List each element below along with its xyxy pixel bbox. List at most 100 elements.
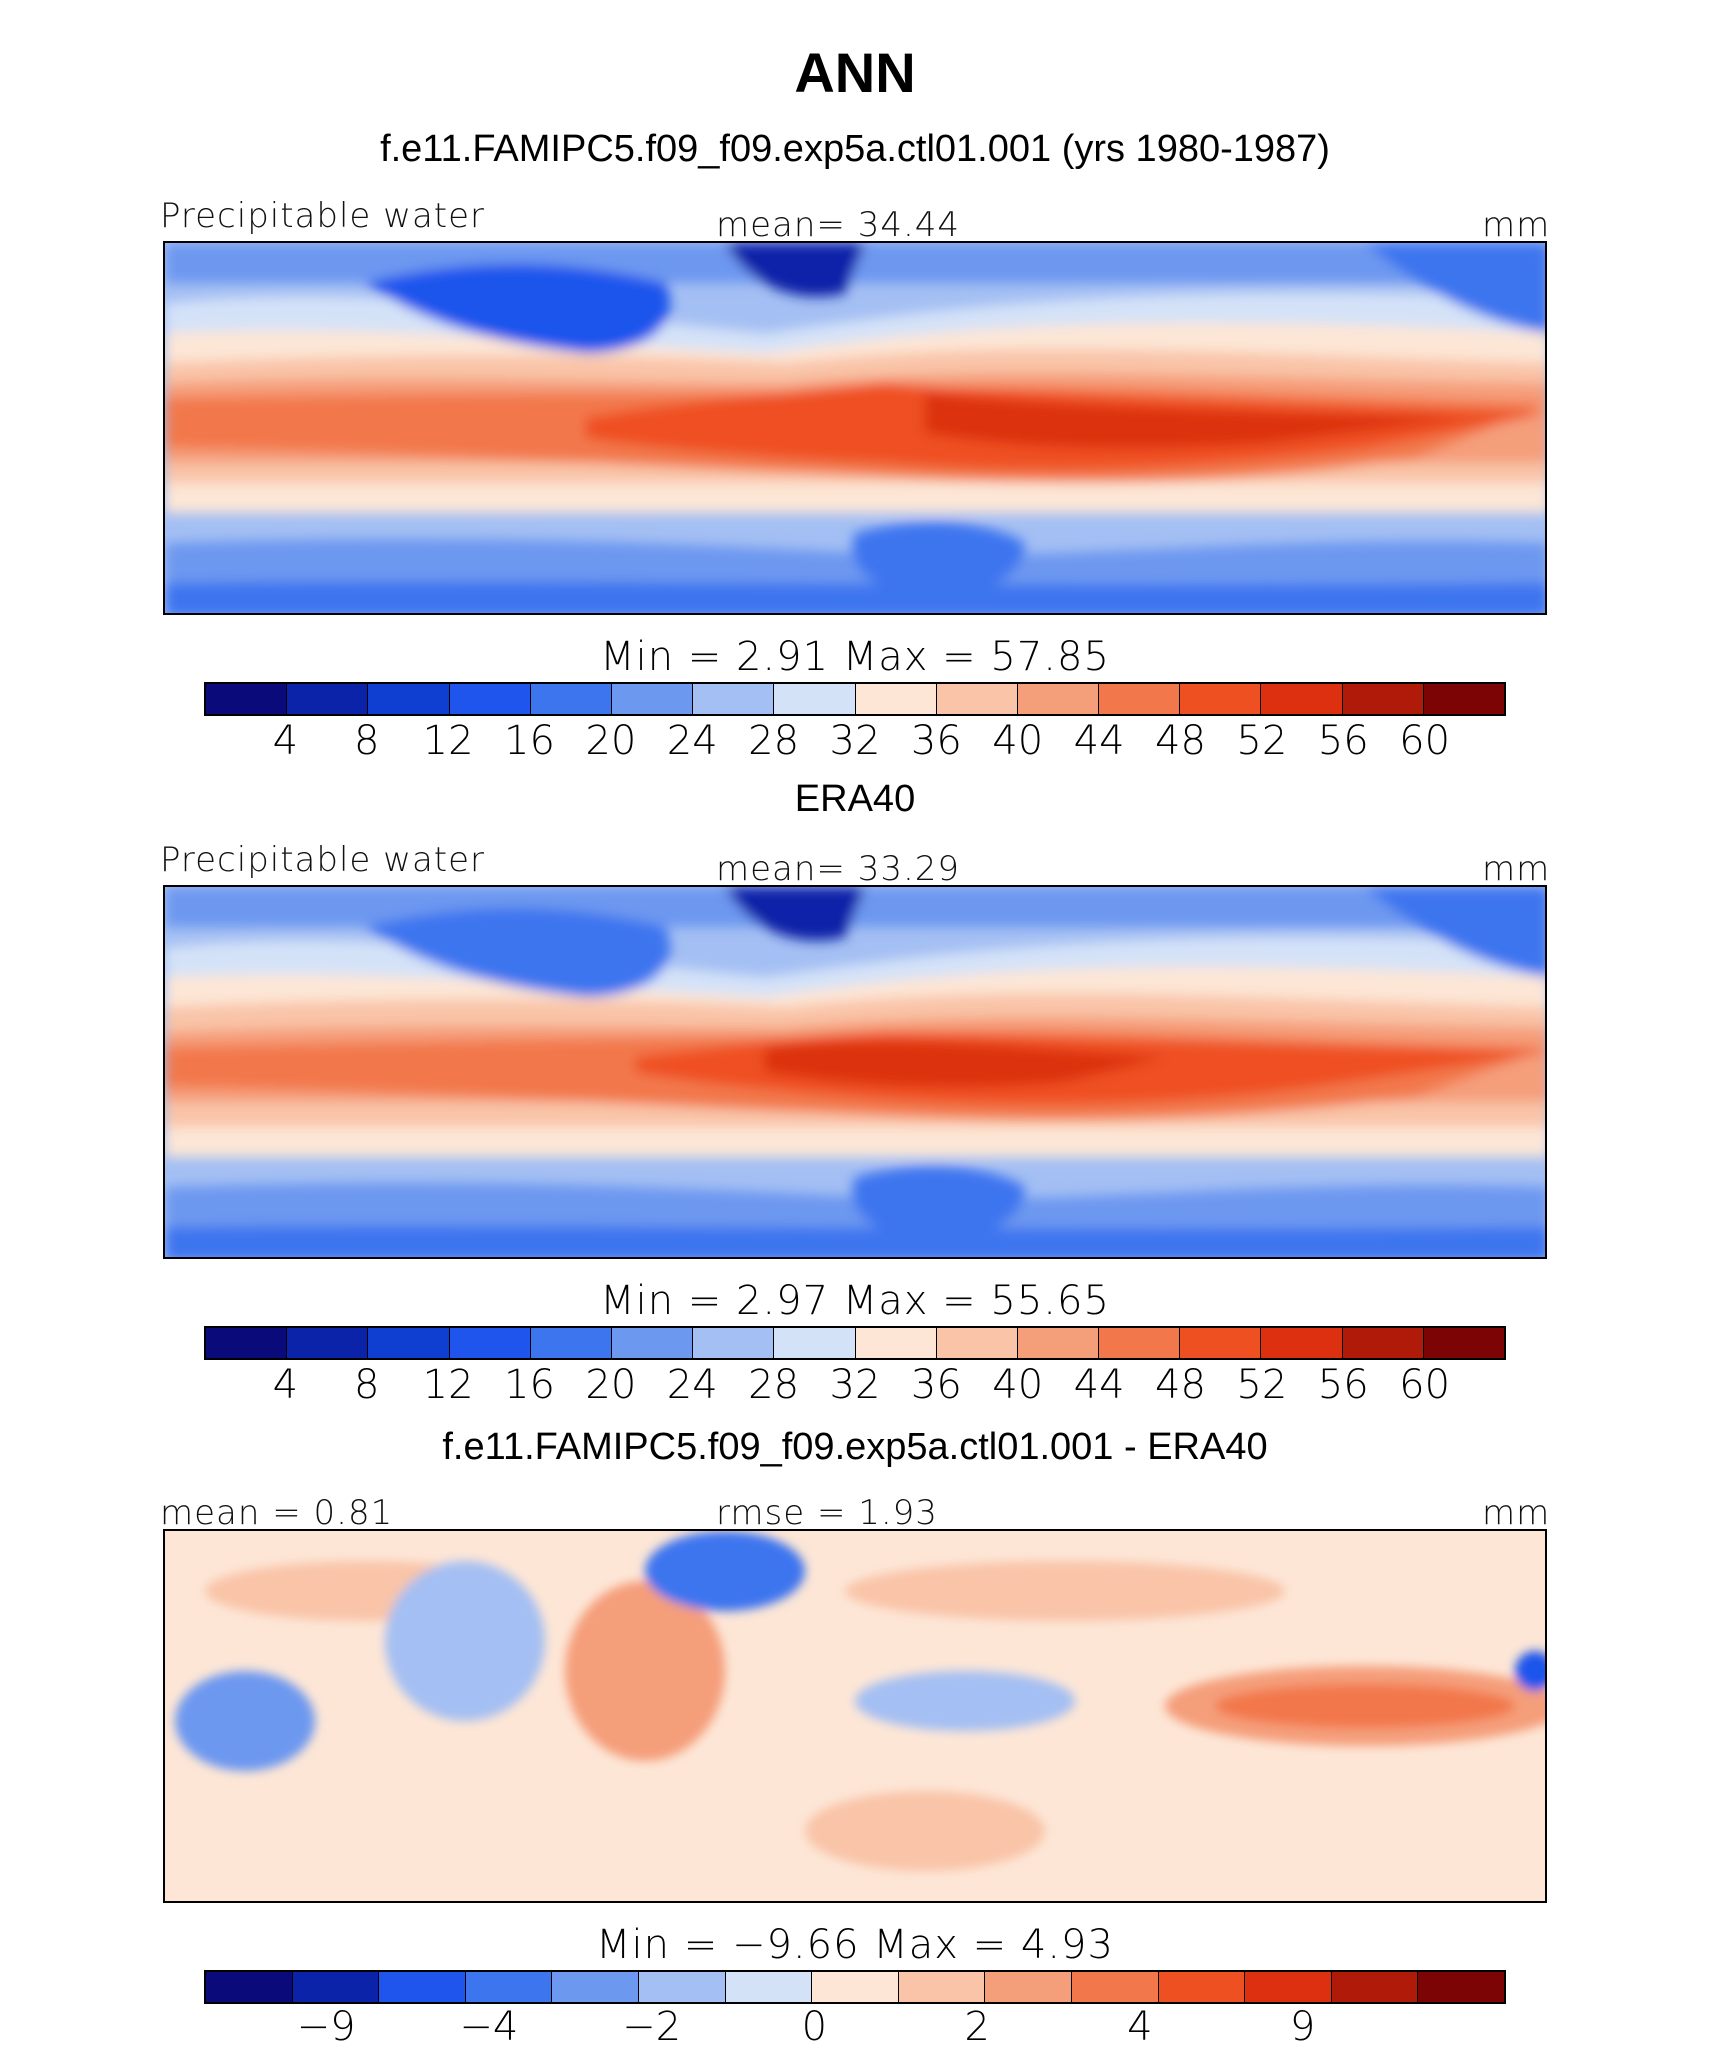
panel-2-title: ERA40: [794, 778, 916, 820]
panel-1-colorbar: [204, 682, 1506, 716]
colorbar-swatch: [1423, 684, 1504, 714]
colorbar-swatch: [206, 1972, 293, 2002]
colorbar-tick-label: 48: [1155, 1362, 1206, 1408]
colorbar-swatch: [611, 684, 694, 714]
colorbar-swatch: [774, 684, 856, 714]
panel-2-colorbar-ticks: 4 8 12 16 20 24 28 32 36 40 44 48 52 56 60: [204, 1362, 1506, 1408]
colorbar-tick-label: 2: [964, 2004, 990, 2050]
colorbar-swatch: [552, 1972, 639, 2002]
colorbar-tick-label: 40: [992, 718, 1044, 764]
colorbar-swatch: [1180, 684, 1262, 714]
colorbar-tick-label: 9: [1289, 2004, 1316, 2050]
colorbar-tick-label: 36: [910, 1362, 962, 1408]
panel-2-units-label: mm: [1482, 849, 1551, 889]
colorbar-swatch: [1017, 684, 1100, 714]
colorbar-swatch: [1261, 1328, 1343, 1358]
colorbar-tick-label: 60: [1399, 718, 1451, 764]
panel-3-rmse-label: rmse = 1.93: [716, 1493, 938, 1533]
colorbar-tick-label: 20: [585, 1362, 637, 1408]
colorbar-tick-label: 4: [1127, 2004, 1153, 2050]
colorbar-tick-label: 20: [585, 718, 637, 764]
colorbar-swatch: [985, 1972, 1072, 2002]
colorbar-swatch: [1158, 1972, 1246, 2002]
colorbar-tick-label: 36: [910, 718, 962, 764]
colorbar-tick-label: 52: [1236, 718, 1288, 764]
panel-2-map: [163, 885, 1547, 1259]
colorbar-tick-label: −2: [622, 2004, 682, 2050]
colorbar-swatch: [206, 1328, 288, 1358]
colorbar-swatch: [1180, 1328, 1262, 1358]
colorbar-tick-label: 4: [272, 718, 299, 764]
colorbar-swatch: [936, 684, 1018, 714]
colorbar-swatch: [1331, 1972, 1419, 2002]
panel-3-mean-label: mean = 0.81: [160, 1493, 394, 1533]
panel-1-units-label: mm: [1482, 205, 1551, 245]
colorbar-swatch: [1342, 684, 1424, 714]
colorbar-swatch: [206, 684, 288, 714]
colorbar-swatch: [465, 1972, 553, 2002]
colorbar-swatch: [1423, 1328, 1504, 1358]
panel-3-colorbar: [204, 1970, 1506, 2004]
colorbar-swatch: [693, 1328, 775, 1358]
colorbar-tick-label: 56: [1317, 1362, 1369, 1408]
colorbar-tick-label: 8: [354, 718, 380, 764]
colorbar-tick-label: 12: [422, 718, 474, 764]
panel-2-colorbar: [204, 1326, 1506, 1360]
colorbar-swatch: [936, 1328, 1018, 1358]
colorbar-swatch: [287, 684, 369, 714]
colorbar-tick-label: 52: [1236, 1362, 1288, 1408]
colorbar-swatch: [530, 684, 612, 714]
panel-1-mean-label: mean= 34.44: [716, 205, 961, 245]
panel-3-units-label: mm: [1482, 1493, 1551, 1533]
colorbar-tick-label: 32: [829, 1362, 881, 1408]
colorbar-tick-label: 24: [666, 718, 718, 764]
colorbar-tick-label: 28: [748, 718, 800, 764]
colorbar-tick-label: 44: [1073, 1362, 1125, 1408]
colorbar-swatch: [638, 1972, 726, 2002]
colorbar-swatch: [287, 1328, 369, 1358]
colorbar-swatch: [855, 1328, 937, 1358]
panel-2-min-max: Min = 2.97 Max = 55.65: [600, 1278, 1110, 1324]
colorbar-swatch: [1017, 1328, 1100, 1358]
colorbar-tick-label: 56: [1317, 718, 1369, 764]
colorbar-tick-label: 4: [272, 1362, 299, 1408]
colorbar-tick-label: 44: [1073, 718, 1125, 764]
colorbar-tick-label: −4: [459, 2004, 519, 2050]
colorbar-swatch: [1342, 1328, 1424, 1358]
colorbar-tick-label: 8: [354, 1362, 380, 1408]
panel-2-mean-label: mean= 33.29: [716, 849, 961, 889]
colorbar-swatch: [530, 1328, 612, 1358]
colorbar-tick-label: 32: [829, 718, 881, 764]
panel-1-variable-label: Precipitable water: [160, 196, 486, 236]
colorbar-swatch: [1071, 1972, 1159, 2002]
page-title: ANN: [794, 41, 916, 104]
colorbar-swatch: [898, 1972, 986, 2002]
panel-2-variable-label: Precipitable water: [160, 840, 486, 880]
colorbar-swatch: [611, 1328, 694, 1358]
panel-3-title: f.e11.FAMIPC5.f09_f09.exp5a.ctl01.001 - …: [442, 1426, 1268, 1468]
colorbar-swatch: [1245, 1972, 1332, 2002]
colorbar-swatch: [1099, 684, 1181, 714]
colorbar-swatch: [379, 1972, 466, 2002]
colorbar-swatch: [812, 1972, 899, 2002]
panel-3-map: [163, 1529, 1547, 1903]
panel-1-min-max: Min = 2.91 Max = 57.85: [600, 634, 1110, 680]
colorbar-swatch: [1418, 1972, 1504, 2002]
panel-1-title: f.e11.FAMIPC5.f09_f09.exp5a.ctl01.001 (y…: [380, 128, 1330, 170]
panel-1-colorbar-ticks: 4 8 12 16 20 24 28 32 36 40 44 48 52 56 60: [204, 718, 1506, 764]
colorbar-tick-label: 48: [1155, 718, 1206, 764]
colorbar-swatch: [693, 684, 775, 714]
colorbar-tick-label: 12: [422, 1362, 474, 1408]
panel-3-min-max: Min = −9.66 Max = 4.93: [596, 1922, 1114, 1968]
colorbar-swatch: [1261, 684, 1343, 714]
colorbar-swatch: [368, 1328, 450, 1358]
colorbar-swatch: [449, 1328, 531, 1358]
colorbar-swatch: [1099, 1328, 1181, 1358]
colorbar-tick-label: 16: [504, 718, 555, 764]
colorbar-swatch: [368, 684, 450, 714]
panel-3-colorbar-ticks: −9 −4 −2 0 2 4 9: [204, 2004, 1506, 2050]
colorbar-swatch: [725, 1972, 813, 2002]
panel-1-map: [163, 241, 1547, 615]
colorbar-tick-label: 60: [1399, 1362, 1451, 1408]
colorbar-tick-label: 0: [801, 2004, 828, 2050]
